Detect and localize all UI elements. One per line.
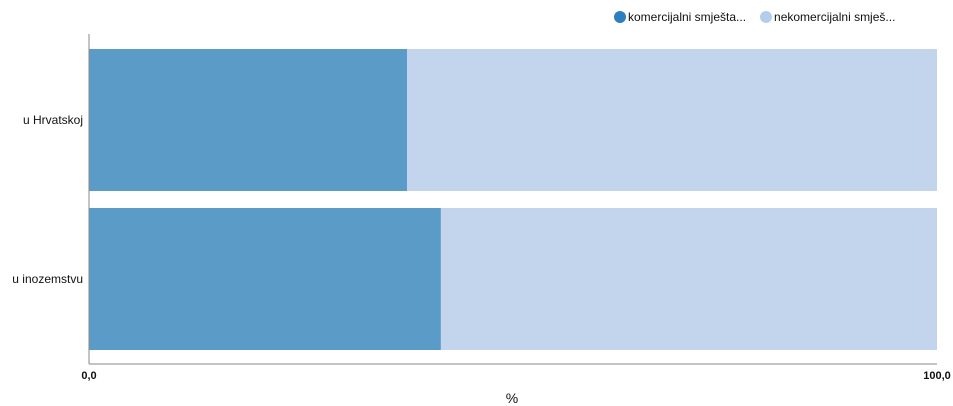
x-tick-label-max: 100,0 — [923, 370, 951, 382]
x-axis-title: % — [506, 390, 518, 406]
legend-swatch-komercijalni — [614, 11, 626, 23]
legend-item-komercijalni[interactable]: komercijalni smješta... — [614, 10, 746, 24]
bar-komercijalni-u-hrvatskoj[interactable] — [89, 49, 407, 191]
legend-label-nekomercijalni: nekomercijalni smješ... — [774, 10, 896, 24]
bar-nekomercijalni-u-inozemstvu[interactable] — [440, 208, 937, 350]
legend-label-komercijalni: komercijalni smješta... — [628, 10, 747, 24]
legend: komercijalni smješta... nekomercijalni s… — [614, 10, 895, 24]
category-label-u-inozemstvu: u inozemstvu — [12, 272, 83, 286]
bars-layer — [89, 49, 937, 350]
x-tick-label-min: 0,0 — [81, 370, 96, 382]
legend-swatch-nekomercijalni — [760, 11, 773, 23]
bar-nekomercijalni-u-hrvatskoj[interactable] — [407, 49, 937, 191]
category-label-u-hrvatskoj: u Hrvatskoj — [23, 113, 83, 127]
bar-komercijalni-u-inozemstvu[interactable] — [89, 208, 441, 350]
legend-item-nekomercijalni[interactable]: nekomercijalni smješ... — [760, 10, 895, 24]
